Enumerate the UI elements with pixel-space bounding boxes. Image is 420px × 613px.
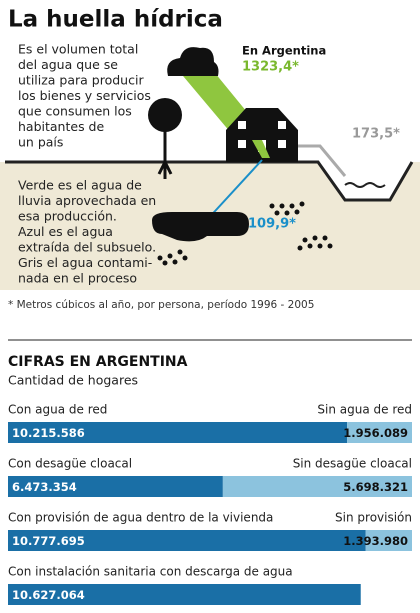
section-title: CIFRAS EN ARGENTINA xyxy=(8,354,188,370)
bar-segment xyxy=(8,476,223,497)
bar-value: 1.393.980 xyxy=(343,534,408,548)
bar-value: 10.215.586 xyxy=(12,426,85,440)
bar-label-left: Con instalación sanitaria con descarga d… xyxy=(8,565,293,579)
country-label: En Argentina xyxy=(242,44,326,58)
blue-flow xyxy=(204,159,263,223)
footnote: * Metros cúbicos al año, por persona, pe… xyxy=(8,299,314,311)
aquifer xyxy=(152,212,249,242)
blue-value: 109,9* xyxy=(248,217,296,232)
bar-label-left: Con provisión de agua dentro de la vivie… xyxy=(8,511,273,525)
bar-segment xyxy=(347,422,412,443)
section-subtitle: Cantidad de hogares xyxy=(8,373,138,388)
green-value: 1323,4* xyxy=(242,60,299,75)
bar-value: 6.473.354 xyxy=(12,480,77,494)
bar-label-right: Sin agua de red xyxy=(317,403,412,417)
bar-segment xyxy=(8,530,366,551)
bar-label-left: Con agua de red xyxy=(8,403,107,417)
bar-value: 10.627.064 xyxy=(12,588,85,602)
green-flow-end xyxy=(252,140,270,158)
ground-line xyxy=(5,160,414,202)
intro-line: utiliza para producir xyxy=(18,73,144,88)
bar-segment xyxy=(8,584,361,605)
bar-label-right: Sin desagüe cloacal xyxy=(293,457,412,471)
dots xyxy=(157,201,333,266)
intro-line: Es el volumen total xyxy=(18,42,138,57)
legend-line: Gris el agua contami- xyxy=(18,255,152,270)
grey-flow xyxy=(296,144,347,177)
bar-label-right: Sin provisión xyxy=(335,511,412,525)
legend-line: Azul es el agua xyxy=(18,224,113,239)
bar-value: 10.777.695 xyxy=(12,534,85,548)
tree-trunk xyxy=(157,130,173,179)
cloud xyxy=(167,47,219,76)
tree xyxy=(148,98,182,132)
intro-line: un país xyxy=(18,135,63,150)
bar-segment xyxy=(222,476,412,497)
legend-line: Verde es el agua de xyxy=(18,178,142,193)
intro-line: que consumen los xyxy=(18,104,132,119)
bar-value: 1.956.089 xyxy=(343,426,408,440)
bar-value: 5.698.321 xyxy=(343,480,408,494)
water-wave xyxy=(344,182,386,188)
bar-segment xyxy=(8,422,348,443)
bar-label-left: Con desagüe cloacal xyxy=(8,457,132,471)
intro-line: del agua que se xyxy=(18,57,118,72)
legend-line: nada en el proceso xyxy=(18,271,137,286)
bar-segment xyxy=(365,530,412,551)
intro-line: los bienes y servicios xyxy=(18,88,151,103)
intro-line: habitantes de xyxy=(18,119,104,134)
grey-value: 173,5* xyxy=(352,127,400,142)
legend-line: lluvia aprovechada en xyxy=(18,193,156,208)
title: La huella hídrica xyxy=(8,7,223,33)
legend-line: esa producción. xyxy=(18,209,117,224)
legend-line: extraída del subsuelo. xyxy=(18,240,156,255)
